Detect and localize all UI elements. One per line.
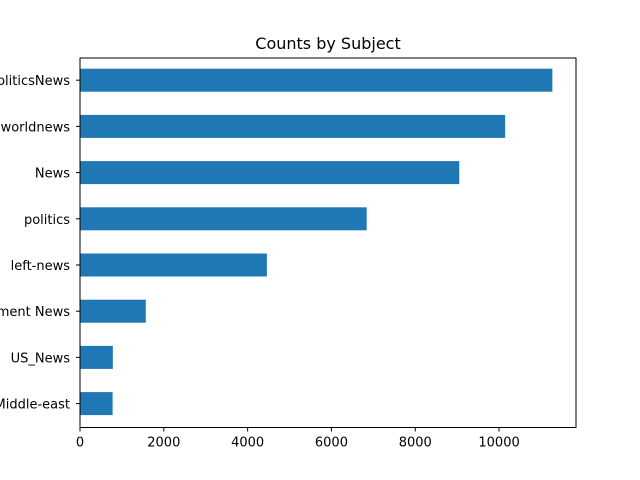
x-tick-label: 0 xyxy=(76,436,84,451)
y-tick-label: politics xyxy=(24,213,70,228)
bar-government-news xyxy=(80,299,146,323)
y-axis-ticks: politicsNews worldnews News politics left-ne… xyxy=(0,74,80,413)
x-axis-ticks: 0 2000 4000 6000 8000 10000 xyxy=(76,427,520,451)
bar-left-news xyxy=(80,253,267,277)
x-tick-label: 4000 xyxy=(231,436,264,451)
x-tick-label: 6000 xyxy=(315,436,348,451)
y-tick-label: Government News xyxy=(0,305,70,320)
x-tick-label: 2000 xyxy=(147,436,180,451)
bar-us-news xyxy=(80,345,113,369)
y-tick-label: US_News xyxy=(11,351,71,366)
y-tick-label: worldnews xyxy=(1,120,71,135)
plot-frame xyxy=(79,57,577,428)
bar-worldnews xyxy=(80,114,506,138)
bar-politicsnews xyxy=(80,68,553,92)
bar-news xyxy=(80,161,460,185)
y-tick-label: politicsNews xyxy=(0,74,70,89)
x-tick-label: 10000 xyxy=(478,436,519,451)
y-tick-label: Middle-east xyxy=(0,398,70,413)
y-tick-label: left-news xyxy=(11,259,71,274)
chart-title: Counts by Subject xyxy=(255,34,400,53)
x-tick-label: 8000 xyxy=(399,436,432,451)
y-tick-label: News xyxy=(35,167,70,182)
bars-layer xyxy=(80,68,553,416)
bar-middle-east xyxy=(80,392,113,416)
bar-politics xyxy=(80,207,367,231)
